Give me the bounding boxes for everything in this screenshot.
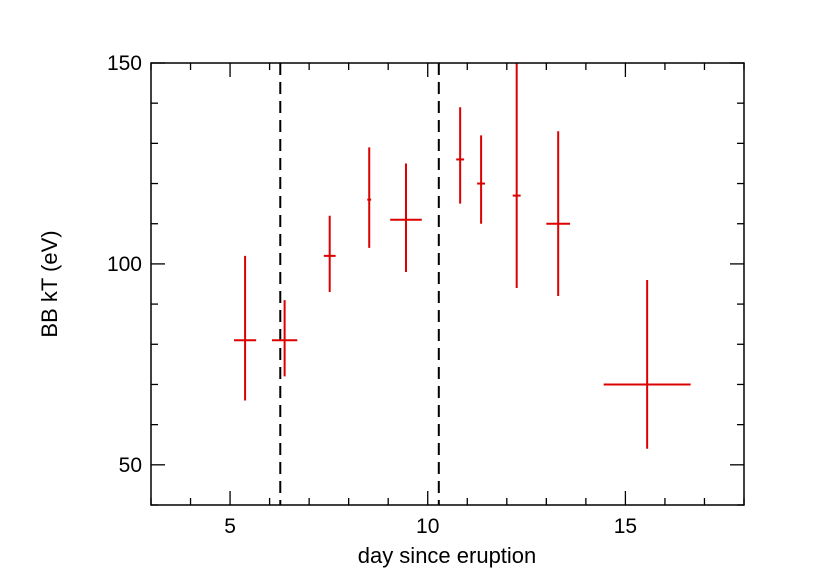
data-point <box>546 131 571 297</box>
y-tick-label: 150 <box>107 52 142 75</box>
x-tick-label: 15 <box>614 515 637 538</box>
tick-marks <box>150 62 745 506</box>
plot-frame <box>150 62 745 506</box>
y-tick-label: 50 <box>119 454 142 477</box>
data-point <box>603 279 691 449</box>
x-tick-label: 5 <box>224 515 236 538</box>
y-tick-label: 100 <box>107 253 142 276</box>
data-point <box>271 300 298 377</box>
reference-lines <box>279 63 440 505</box>
data-point <box>390 163 422 272</box>
data-point <box>367 147 372 248</box>
data-point <box>456 107 465 204</box>
data-point <box>477 135 486 224</box>
data-point <box>512 63 521 289</box>
x-tick-label: 10 <box>416 515 439 538</box>
data-point <box>234 255 257 401</box>
tick-labels: 5 10 15 50 100 150 <box>107 52 637 538</box>
x-axis-label: day since eruption <box>358 543 537 568</box>
data-point <box>323 215 336 293</box>
y-axis-label: BB kT (eV) <box>37 230 62 337</box>
data-points <box>234 63 691 449</box>
